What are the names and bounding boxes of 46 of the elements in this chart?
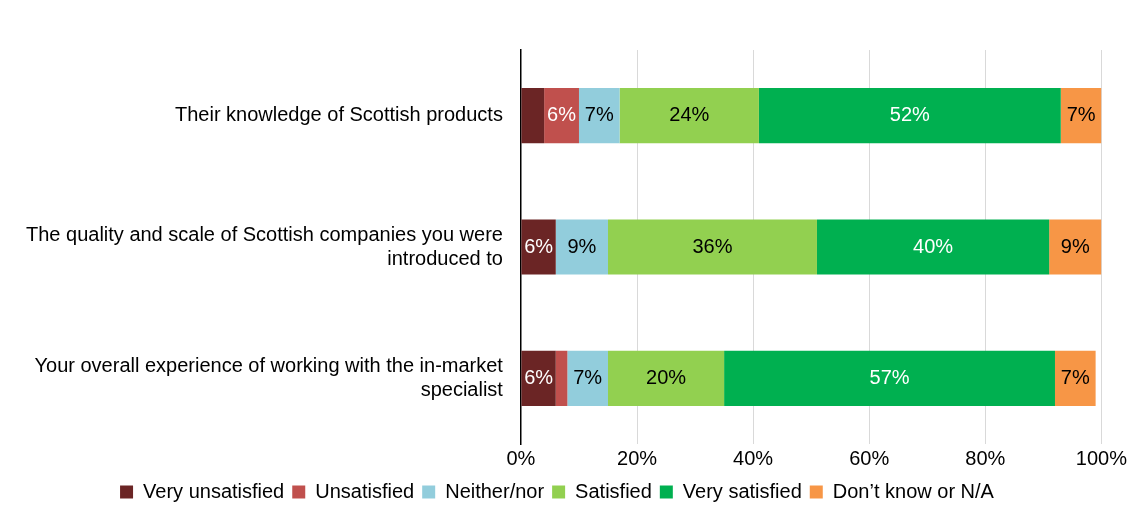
x-tick-label: 100%: [1075, 446, 1128, 469]
data-label: 40%: [913, 234, 954, 257]
data-label: 6%: [524, 365, 554, 388]
bar: [521, 350, 556, 406]
x-tick-label: 0%: [506, 446, 536, 469]
y-tick-label: Your overall experience of working with the in-market specialist: [34, 353, 504, 400]
bar: [758, 88, 1061, 144]
bar: [608, 350, 725, 406]
y-tick-label: The quality and scale of Scottish companies you were introduced to: [25, 222, 503, 269]
legend-label: Don’t know or N/A: [832, 479, 995, 502]
data-label: 9%: [1060, 234, 1090, 257]
x-tick-label: 40%: [733, 446, 774, 469]
bar: [578, 88, 620, 144]
bar: [608, 219, 817, 275]
data-label: 20%: [646, 365, 687, 388]
data-label: 7%: [1066, 103, 1096, 126]
bar: [521, 219, 556, 275]
x-tick-label: 80%: [965, 446, 1006, 469]
data-label: 6%: [547, 103, 577, 126]
bar: [619, 88, 759, 144]
bar: [816, 219, 1050, 275]
bar: [521, 88, 545, 144]
bar: [1049, 219, 1102, 275]
bar: [724, 350, 1055, 406]
legend-label: Very unsatisfied: [143, 479, 285, 502]
data-label: 6%: [524, 234, 554, 257]
legend-label: Satisfied: [575, 479, 652, 502]
data-label: 7%: [573, 365, 603, 388]
data-label: 24%: [669, 103, 710, 126]
data-label: 57%: [869, 365, 910, 388]
legend-label: Neither/nor: [445, 479, 545, 502]
bar: [555, 219, 608, 275]
bar: [555, 350, 568, 406]
bar: [1060, 88, 1102, 144]
data-label: 7%: [1060, 365, 1090, 388]
data-label: 36%: [692, 234, 733, 257]
y-tick-label: Their knowledge of Scottish products: [174, 103, 503, 126]
legend-label: Very satisfied: [682, 479, 802, 502]
legend-label: Unsatisfied: [315, 479, 415, 502]
data-label: 7%: [584, 103, 614, 126]
data-label: 52%: [889, 103, 931, 126]
x-tick-label: 20%: [617, 446, 658, 469]
bar: [1054, 350, 1096, 406]
data-label: 9%: [567, 234, 597, 257]
x-tick-label: 60%: [849, 446, 890, 469]
bar: [567, 350, 608, 406]
